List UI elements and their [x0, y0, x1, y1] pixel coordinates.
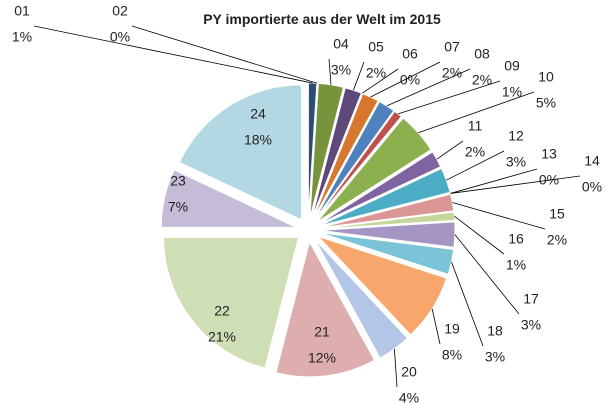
leader-line — [361, 68, 399, 94]
pie-slice — [163, 236, 300, 369]
slice-value-label: 2% — [547, 232, 567, 248]
slice-value-label: 0% — [539, 172, 559, 188]
pie-slice — [319, 167, 451, 227]
slice-category: 10 — [538, 69, 554, 85]
slice-category: 16 — [508, 231, 524, 247]
slice-category: 01 — [14, 3, 30, 19]
leader-line — [450, 168, 538, 194]
leader-line — [451, 261, 484, 347]
slice-value-label: 2% — [472, 72, 492, 88]
pie-slice — [316, 117, 432, 223]
leader-line — [418, 91, 535, 134]
leader-line — [454, 215, 505, 255]
slice-category: 19 — [444, 321, 460, 337]
slice-category: 20 — [401, 364, 417, 380]
leader-line — [33, 25, 313, 84]
slice-value-label: 21% — [208, 329, 236, 345]
slice-category: 11 — [468, 118, 483, 134]
slice-value-label: 3% — [506, 154, 526, 170]
slice-value-label: 7% — [168, 199, 188, 215]
slice-category: 12 — [508, 128, 524, 144]
slice-value-label: 8% — [442, 347, 462, 363]
slice-category: 17 — [523, 291, 539, 307]
slice-value-label: 3% — [521, 317, 541, 333]
pie-slice — [275, 240, 376, 378]
slice-value-label: 5% — [536, 95, 556, 111]
leader-line — [394, 348, 398, 388]
pie-slice — [160, 169, 297, 228]
slice-category: 23 — [170, 173, 186, 189]
slice-value-label: 0% — [400, 72, 420, 88]
slice-category: 15 — [549, 206, 565, 222]
slice-value-label: 0% — [110, 29, 130, 45]
slice-category: 06 — [402, 46, 418, 62]
slice-category: 22 — [214, 303, 230, 319]
pie-slice — [319, 211, 456, 230]
pie-slice — [312, 92, 379, 220]
slice-value-label: 3% — [331, 62, 351, 78]
slice-category: 14 — [584, 153, 600, 169]
leader-line — [370, 61, 441, 98]
slice-category: 24 — [250, 106, 266, 122]
slice-value-label: 3% — [485, 349, 505, 365]
slice-value-label: 2% — [442, 65, 462, 81]
pie-slice — [318, 151, 442, 225]
slice-value-label: 18% — [244, 132, 272, 148]
slice-category: 21 — [314, 324, 330, 340]
leader-line — [452, 202, 546, 230]
slice-value-label: 2% — [366, 65, 386, 81]
slice-category: 09 — [504, 58, 520, 74]
slice-value-label: 1% — [506, 257, 526, 273]
pie-slice — [314, 110, 403, 221]
leader-line — [454, 234, 520, 315]
leader-line — [431, 308, 441, 345]
slice-category: 05 — [368, 39, 384, 55]
slice-category: 02 — [112, 3, 128, 19]
leader-line — [353, 61, 365, 91]
leader-line — [131, 25, 318, 84]
pie-slice — [178, 84, 303, 221]
leader-line — [328, 58, 332, 85]
slice-value-label: 4% — [399, 390, 419, 404]
slice-category: 18 — [487, 323, 503, 339]
leader-line — [397, 80, 501, 115]
leader-line — [450, 175, 581, 194]
slice-category: 07 — [444, 39, 460, 55]
slice-value-label: 1% — [502, 84, 522, 100]
slice-category: 04 — [333, 36, 349, 52]
slice-value-label: 1% — [12, 29, 32, 45]
pie-slice — [319, 193, 455, 229]
slice-value-label: 12% — [308, 350, 336, 366]
slice-category: 13 — [541, 146, 557, 162]
pie-slice — [311, 93, 363, 220]
leader-line — [386, 68, 471, 107]
leader-line — [446, 150, 505, 181]
pie-slice — [311, 87, 363, 219]
slice-category: 08 — [474, 46, 490, 62]
slice-value-label: 0% — [582, 179, 602, 195]
leader-line — [436, 140, 464, 160]
slice-value-label: 2% — [465, 144, 485, 160]
chart-title: PY importierte aus der Welt im 2015 — [203, 11, 441, 27]
